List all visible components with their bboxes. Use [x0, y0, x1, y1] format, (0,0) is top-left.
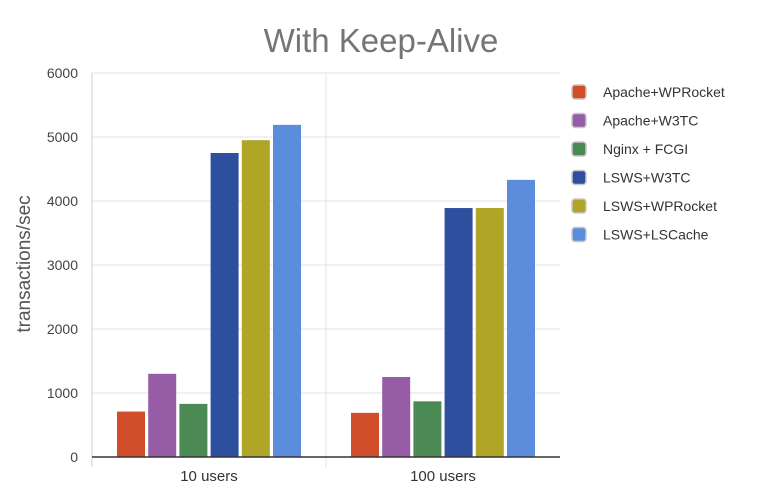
- legend-swatch: [571, 226, 587, 243]
- bar: [444, 208, 473, 457]
- legend-label: Apache+WPRocket: [603, 84, 725, 100]
- bar: [475, 208, 504, 457]
- legend-label: LSWS+W3TC: [603, 170, 691, 186]
- legend-label: LSWS+WPRocket: [603, 198, 717, 214]
- bar: [507, 179, 535, 457]
- bar: [210, 153, 239, 457]
- y-tick-label: 0: [70, 449, 78, 465]
- legend: Apache+WPRocket Apache+W3TC Nginx + FCGI LS…: [571, 84, 725, 243]
- y-tick-label: 4000: [47, 193, 78, 209]
- legend-swatch: [571, 169, 587, 186]
- bar: [148, 373, 177, 457]
- y-tick-label: 2000: [47, 321, 78, 337]
- axes: 0 1000 2000 3000 4000 5000 6000 10 users 100 use…: [47, 65, 560, 485]
- gridlines: [92, 72, 560, 467]
- y-axis-label: transactions/sec: [14, 195, 35, 332]
- bars: [117, 124, 535, 457]
- bar: [273, 124, 301, 457]
- y-tick-label: 5000: [47, 129, 78, 145]
- legend-swatch: [571, 141, 587, 157]
- x-tick-label: 10 users: [180, 468, 238, 485]
- bar: [241, 140, 270, 457]
- legend-label: LSWS+LSCache: [603, 227, 709, 243]
- legend-label: Apache+W3TC: [603, 113, 698, 129]
- y-tick-label: 1000: [47, 385, 78, 401]
- chart-title: With Keep-Alive: [264, 22, 499, 59]
- bar: [179, 403, 208, 457]
- legend-swatch: [571, 112, 587, 129]
- x-tick-label: 100 users: [410, 468, 476, 485]
- legend-label: Nginx + FCGI: [603, 141, 688, 157]
- bar: [117, 411, 145, 457]
- bar: [351, 412, 379, 457]
- legend-swatch: [571, 84, 587, 100]
- legend-swatch: [571, 198, 587, 214]
- bar: [413, 401, 442, 457]
- y-tick-label: 3000: [47, 257, 78, 273]
- y-tick-label: 6000: [47, 65, 78, 81]
- bar: [382, 377, 411, 457]
